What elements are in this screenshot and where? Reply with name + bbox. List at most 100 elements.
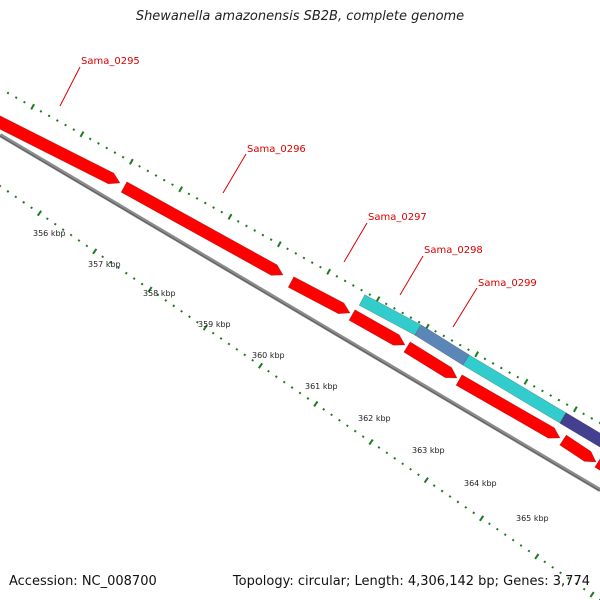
gene-label-layer: Sama_0295 Sama_0296 Sama_0297 Sama_0298 … (59, 56, 537, 328)
tick-mark (432, 484, 436, 487)
tick-mark (77, 239, 81, 242)
tick-mark (306, 397, 310, 400)
tick-mark (113, 151, 117, 154)
tick-mark (417, 320, 421, 324)
tick-mark (138, 165, 141, 168)
tick-mark (582, 587, 586, 591)
tick-mark (101, 255, 105, 259)
tick-mark (85, 244, 89, 248)
tick-mark (187, 192, 191, 196)
tick-mark (253, 229, 257, 232)
scale-label: 359 kbp (198, 320, 231, 329)
tick-mark (567, 576, 570, 580)
tick-mark (0, 184, 2, 188)
tick-mark (117, 266, 120, 270)
tick-mark (345, 424, 349, 428)
tick-mark (343, 279, 347, 283)
tick-mark (491, 362, 495, 365)
tick-mark (456, 500, 460, 504)
tick-mark (267, 369, 270, 373)
tick-mark (319, 265, 322, 269)
gene-label-sama-0297[interactable]: Sama_0297 (343, 212, 427, 263)
tick-mark (6, 190, 10, 193)
tick-mark (64, 123, 67, 127)
tick-mark (488, 522, 491, 526)
tick-mark (79, 131, 85, 138)
gene-label-text: Sama_0298 (424, 245, 483, 256)
feature-cyan-0297 (358, 294, 422, 336)
tick-mark (511, 538, 515, 542)
tick-mark (227, 213, 233, 220)
tick-mark (338, 418, 341, 422)
tick-mark (105, 146, 109, 150)
tick-mark (220, 210, 224, 214)
tick-mark (140, 282, 144, 286)
gene-label-sama-0295[interactable]: Sama_0295 (59, 56, 140, 107)
tick-mark (385, 451, 389, 455)
tick-mark (483, 357, 487, 361)
tick-mark (557, 398, 561, 402)
tick-mark (401, 462, 405, 466)
gene-label-sama-0298[interactable]: Sama_0298 (399, 245, 483, 296)
tick-mark (440, 489, 444, 493)
tick-mark (45, 217, 49, 221)
gene-arrow-sama-0300 (455, 374, 561, 439)
tick-mark (269, 238, 273, 242)
tick-mark (559, 571, 562, 575)
tick-mark (132, 277, 136, 280)
backbone-line (0, 133, 600, 492)
tick-mark (294, 252, 298, 255)
gene-label-sama-0296[interactable]: Sama_0296 (222, 144, 306, 194)
tick-mark (14, 96, 18, 99)
gene-label-leader (452, 287, 478, 328)
tick-mark (467, 348, 470, 351)
gene-label-text: Sama_0295 (81, 56, 140, 67)
tick-mark (409, 467, 412, 471)
tick-mark (335, 274, 339, 278)
gene-label-sama-0299[interactable]: Sama_0299 (452, 278, 537, 328)
tick-mark (277, 241, 282, 248)
tick-mark (330, 413, 333, 417)
scale-label: 363 kbp (412, 446, 445, 455)
tick-mark (22, 200, 26, 204)
gene-label-leader (399, 255, 424, 296)
tick-mark (377, 446, 381, 449)
tick-mark (516, 375, 520, 379)
tick-mark (53, 222, 57, 226)
tick-mark (245, 224, 248, 228)
tick-mark (302, 256, 306, 260)
tick-mark (464, 506, 468, 509)
gene-arrow-sama-0298 (348, 309, 406, 346)
scale-label: 357 kbp (88, 260, 121, 269)
tick-mark (124, 271, 128, 275)
tick-mark (61, 228, 65, 231)
tick-mark (532, 384, 536, 388)
accession-text: Accession: NC_008700 (9, 574, 157, 589)
tick-mark (519, 544, 523, 547)
scale-label: 358 kbp (143, 289, 176, 298)
tick-mark (589, 591, 595, 598)
gene-arrow-sama-0297 (287, 276, 351, 315)
tick-mark (534, 553, 540, 560)
gene-arrow-sama-0299 (403, 341, 458, 379)
tick-mark (434, 330, 437, 333)
tick-mark (508, 371, 511, 374)
tick-mark (541, 389, 544, 393)
tick-mark (36, 210, 43, 217)
tick-mark (243, 353, 247, 357)
backbone-line-shadow (0, 135, 600, 492)
tick-mark (310, 261, 314, 264)
gene-label-leader (59, 66, 81, 107)
tick-mark (14, 195, 18, 199)
tick-mark (274, 375, 278, 379)
gene-arrow-sama-0302 (594, 458, 600, 471)
tick-mark (195, 320, 199, 324)
tick-mark (23, 100, 26, 104)
gene-arrow-sama-0301 (559, 434, 597, 463)
tick-mark (235, 348, 239, 351)
tick-mark (549, 394, 553, 397)
tick-mark (109, 260, 112, 264)
tick-mark (92, 248, 98, 255)
tick-mark (203, 201, 207, 205)
